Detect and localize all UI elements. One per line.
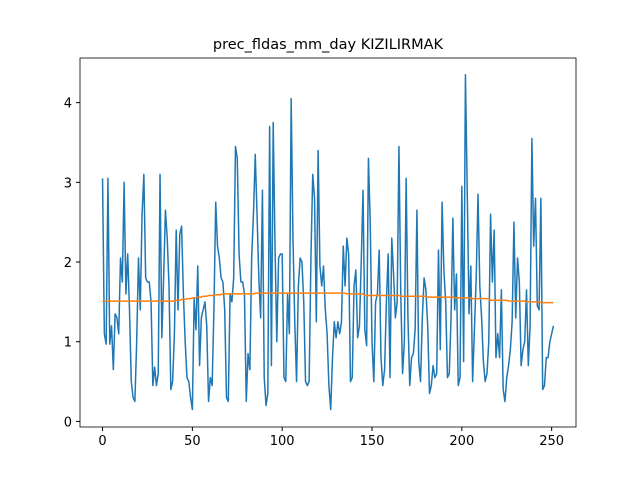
x-tick-label: 50 bbox=[184, 434, 201, 449]
y-tick-label: 0 bbox=[64, 415, 72, 430]
plot-frame bbox=[79, 57, 577, 428]
x-tick-label: 0 bbox=[98, 434, 106, 449]
series-line bbox=[101, 73, 555, 411]
chart-title: prec_fldas_mm_day KIZILIRMAK bbox=[213, 37, 444, 53]
y-tick-label: 4 bbox=[64, 97, 72, 112]
series-line bbox=[102, 292, 554, 304]
y-tick-label: 2 bbox=[64, 256, 72, 271]
x-tick-label: 150 bbox=[360, 434, 385, 449]
y-tick-label: 3 bbox=[64, 176, 72, 191]
x-tick-label: 250 bbox=[539, 434, 564, 449]
x-tick-label: 100 bbox=[270, 434, 295, 449]
x-tick-label: 200 bbox=[449, 434, 474, 449]
y-tick-label: 1 bbox=[64, 336, 72, 351]
